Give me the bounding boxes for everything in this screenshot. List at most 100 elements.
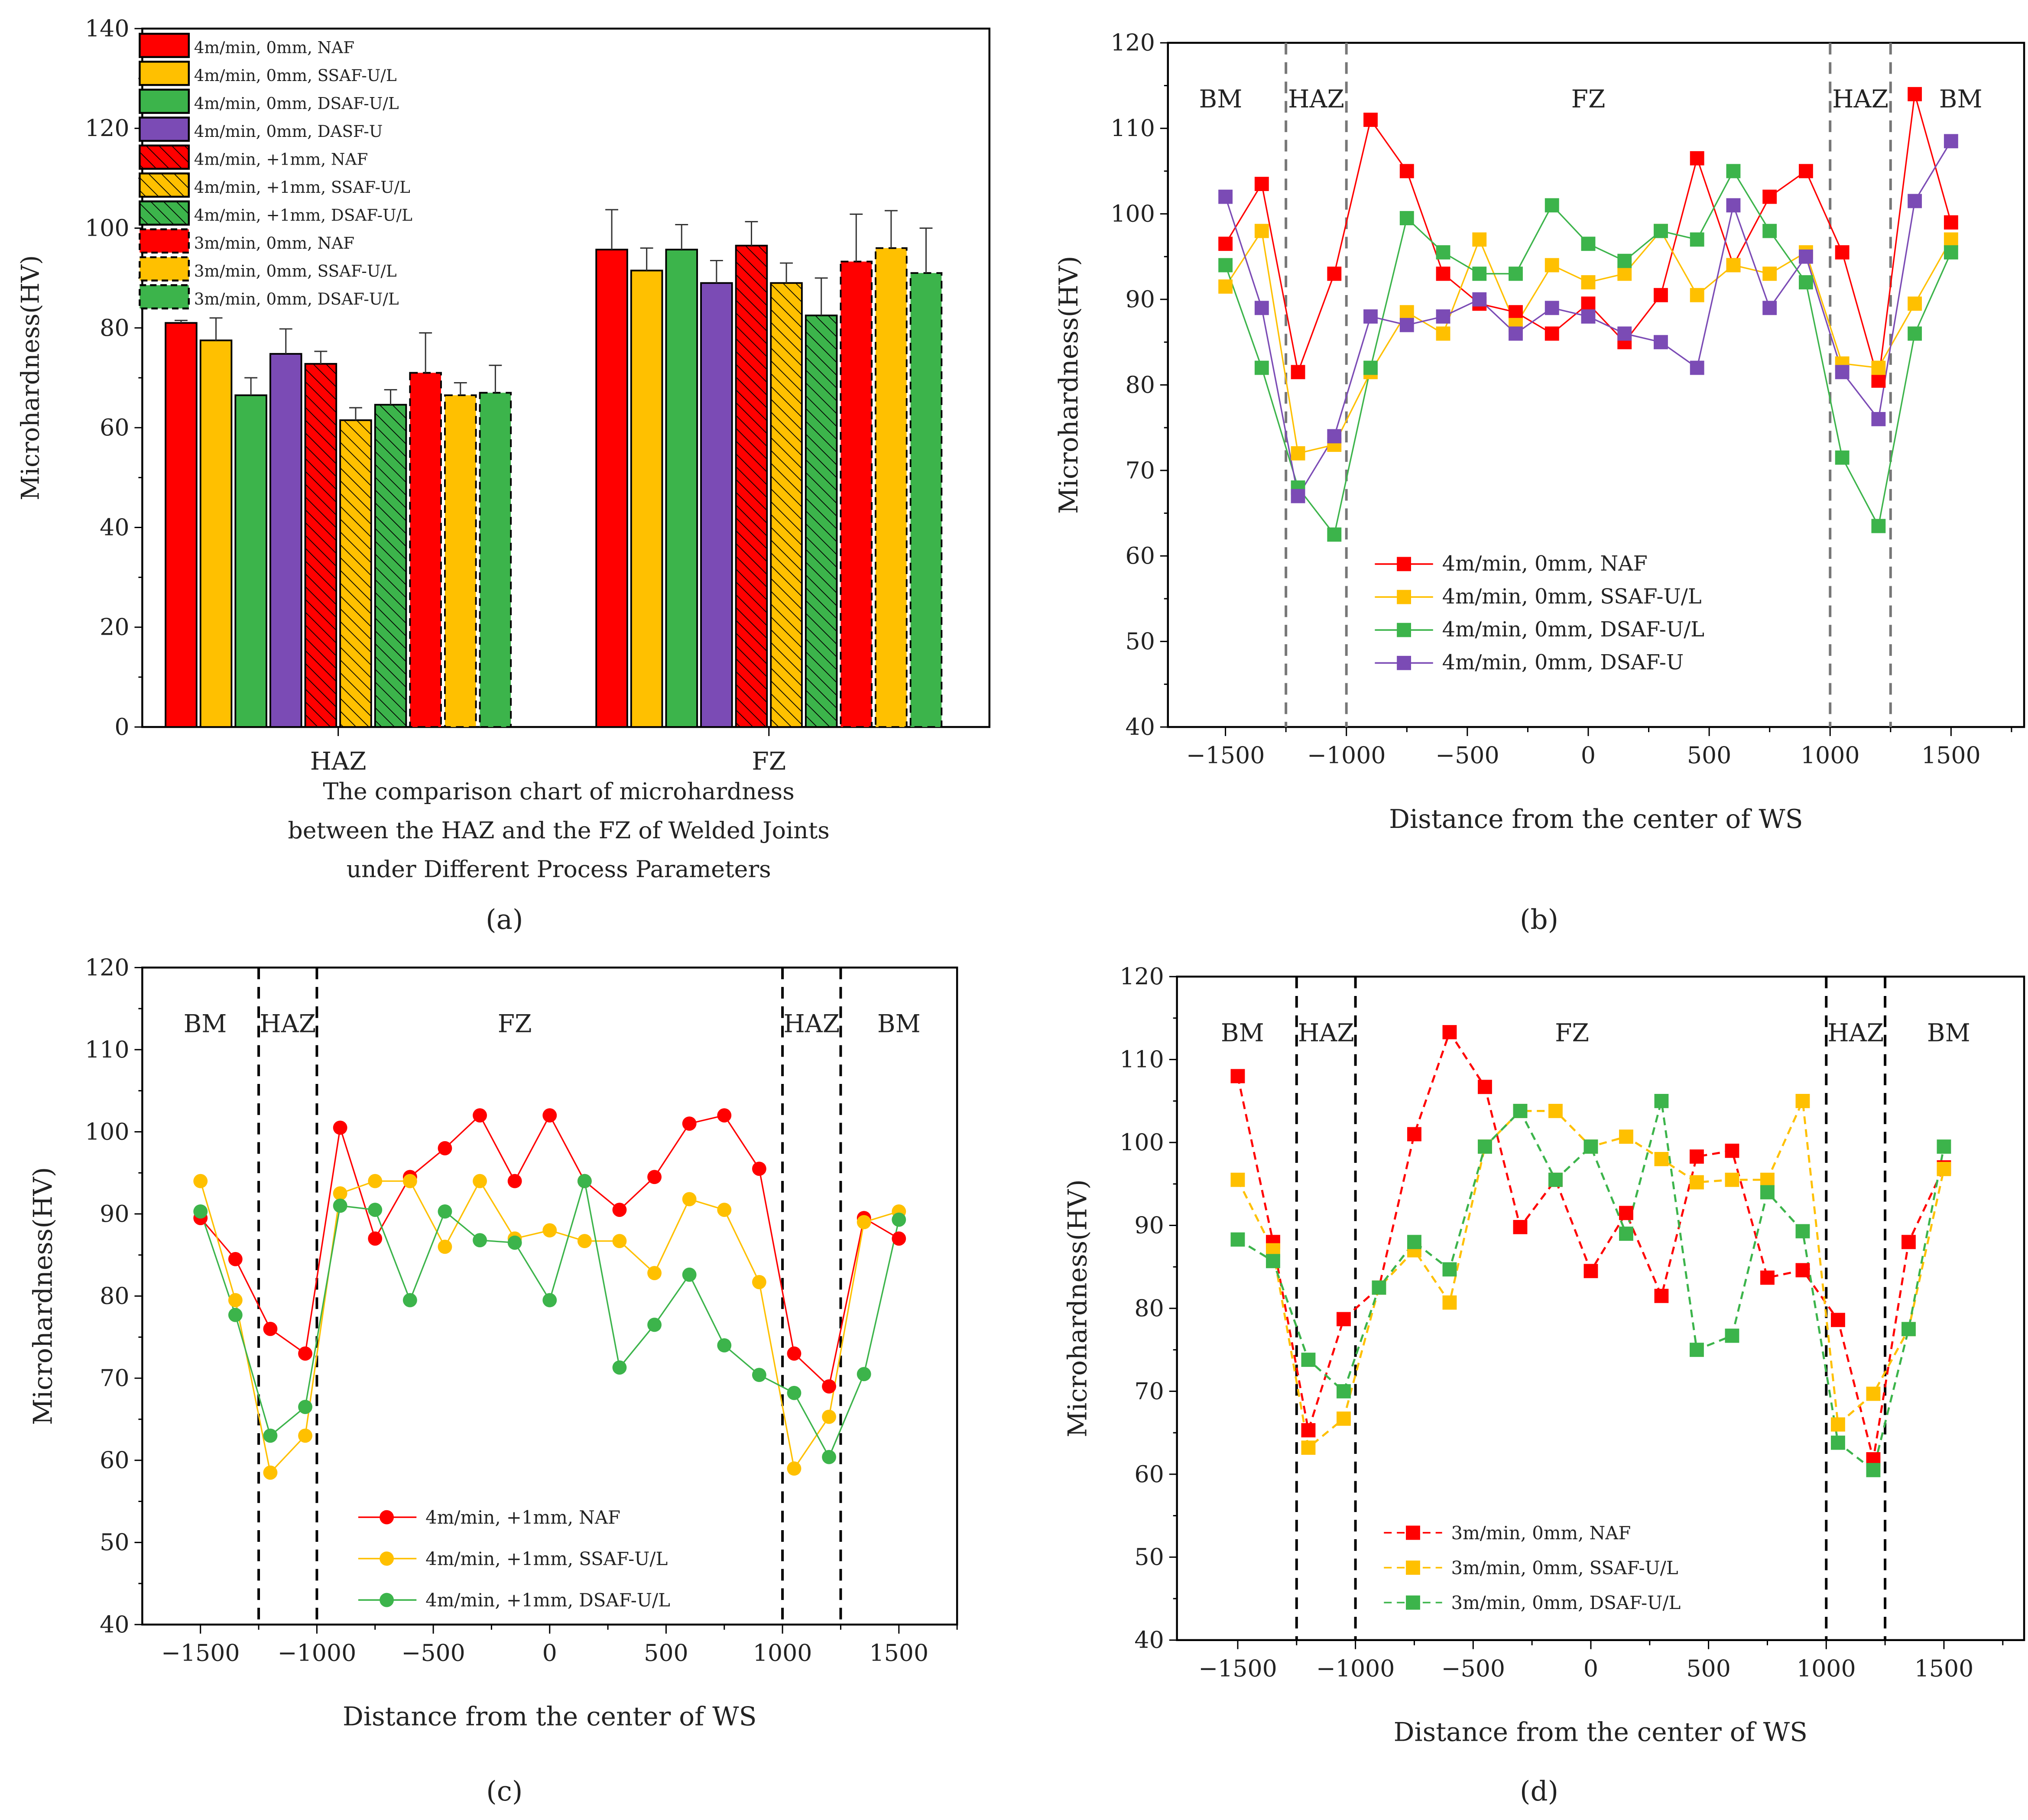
zone-label: HAZ (1827, 1019, 1884, 1048)
data-point (193, 1174, 208, 1188)
x-axis-label: Distance from the center of WS (1389, 805, 1803, 834)
data-point (1690, 1149, 1704, 1164)
y-tick-label: 50 (1126, 628, 1155, 655)
series-line (1225, 229, 1952, 454)
bar-hatch (305, 363, 337, 727)
x-tick-label: 1000 (1801, 742, 1860, 769)
x-tick-label: −1500 (1198, 1655, 1277, 1682)
data-point (1690, 360, 1704, 375)
y-tick-label: 80 (100, 1282, 129, 1310)
data-point (1725, 1328, 1739, 1343)
zone-label: BM (1221, 1019, 1264, 1048)
data-point (1871, 519, 1886, 533)
x-tick-label: 1500 (869, 1639, 928, 1666)
data-point (263, 1428, 278, 1443)
data-point (1835, 365, 1850, 380)
series-line (200, 1181, 900, 1459)
x-tick-label: FZ (752, 747, 786, 776)
data-point (1581, 309, 1596, 324)
y-tick-label: 100 (1119, 1129, 1164, 1156)
data-point (473, 1108, 487, 1122)
data-point (1509, 326, 1523, 341)
data-point (1230, 1172, 1245, 1187)
panel-label: (b) (1520, 904, 1558, 935)
y-tick-label: 80 (100, 314, 129, 341)
data-point (1871, 360, 1886, 375)
data-point (1254, 177, 1269, 191)
zone-label: HAZ (260, 1010, 316, 1038)
legend-label: 4m/min, +1mm, NAF (194, 150, 368, 169)
panel-label: (a) (486, 904, 523, 935)
data-point (822, 1379, 837, 1394)
x-tick-label: −500 (1435, 742, 1499, 769)
data-point (1654, 288, 1668, 302)
y-tick-label: 100 (85, 214, 130, 242)
data-point (1835, 245, 1850, 260)
data-point (1654, 224, 1668, 238)
x-tick-label: 0 (542, 1639, 557, 1666)
zone-label: BM (1927, 1019, 1970, 1048)
data-point (1762, 224, 1777, 238)
data-point (892, 1212, 906, 1227)
x-tick-label: −500 (401, 1639, 465, 1666)
data-point (298, 1346, 312, 1361)
panel-c-line-chart: 40 50 60 70 80 90 100 110 120 −1500 −1000 −500 0 500 1… (28, 954, 958, 1807)
data-point (1218, 189, 1233, 204)
x-tick-label: 1500 (1914, 1655, 1974, 1682)
legend-swatch-hatch (140, 201, 189, 225)
bar-haz (199, 339, 233, 728)
zone-label: HAZ (1298, 1019, 1354, 1048)
zone-label: BM (1199, 85, 1243, 114)
series-line (200, 1114, 899, 1388)
legend-label: 4m/min, 0mm, DSAF-U/L (194, 94, 399, 113)
x-tick-label: 500 (644, 1639, 688, 1666)
data-point (1690, 232, 1704, 247)
data-point (1690, 151, 1704, 165)
data-point (822, 1450, 837, 1464)
bar-fz (595, 249, 628, 728)
legend-marker (380, 1510, 394, 1525)
y-tick-label: 110 (1119, 1046, 1164, 1073)
bar-haz (444, 394, 477, 728)
x-tick-label: 1500 (1921, 742, 1981, 769)
data-point (1944, 215, 1958, 230)
data-point (193, 1204, 208, 1219)
legend-label: 4m/min, 0mm, NAF (194, 38, 354, 57)
zone-label: BM (184, 1010, 227, 1038)
data-point (752, 1161, 766, 1176)
y-tick-label: 60 (1126, 542, 1155, 569)
y-tick-label: 90 (1134, 1211, 1164, 1239)
bar-hatch (340, 420, 371, 727)
y-tick-label: 80 (1126, 371, 1155, 398)
legend-label: 3m/min, 0mm, DSAF-U/L (194, 289, 399, 308)
data-point (1831, 1435, 1845, 1450)
legend-marker (380, 1593, 394, 1607)
data-point (1337, 1411, 1351, 1426)
data-point (1478, 1139, 1492, 1154)
data-point (402, 1174, 417, 1188)
data-point (1866, 1463, 1881, 1477)
data-point (1218, 237, 1233, 251)
legend-label: 4m/min, +1mm, NAF (425, 1507, 620, 1528)
data-point (1654, 1288, 1669, 1303)
data-point (228, 1293, 243, 1307)
y-axis-label: Microhardness(HV) (16, 255, 45, 500)
data-point (1901, 1235, 1916, 1249)
bar-haz (234, 394, 267, 728)
x-tick-label: 0 (1581, 742, 1596, 769)
data-point (1291, 489, 1305, 503)
y-tick-label: 120 (1110, 29, 1155, 56)
data-point (1866, 1386, 1881, 1401)
data-point (1795, 1263, 1810, 1278)
legend-swatch (139, 228, 190, 254)
legend-label: 4m/min, 0mm, SSAF-U/L (1442, 585, 1702, 609)
data-point (1831, 1417, 1845, 1432)
data-point (717, 1338, 732, 1353)
data-point (1726, 198, 1741, 213)
data-point (647, 1266, 662, 1280)
bar-fz (840, 260, 873, 728)
data-point (542, 1108, 557, 1122)
bar-hatch (771, 283, 802, 727)
legend-label: 4m/min, 0mm, DSAF-U/L (1442, 618, 1704, 642)
y-tick-label: 40 (100, 513, 129, 541)
